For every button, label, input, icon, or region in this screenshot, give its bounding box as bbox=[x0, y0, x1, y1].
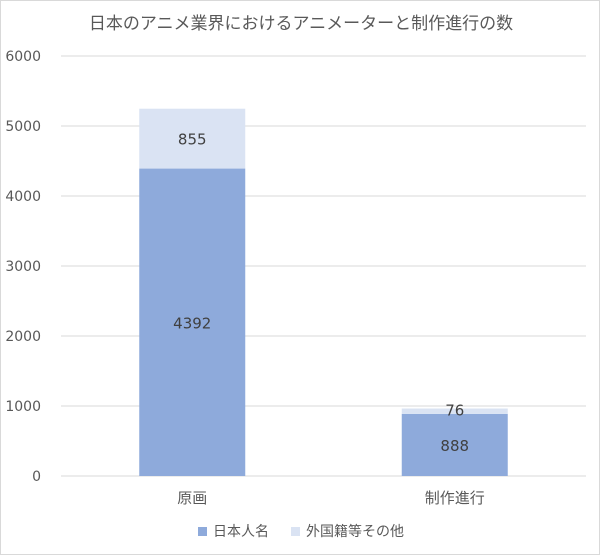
y-tick-label: 1000 bbox=[5, 399, 41, 415]
legend-label: 外国籍等その他 bbox=[306, 524, 404, 540]
data-label: 76 bbox=[445, 402, 464, 420]
data-label: 888 bbox=[440, 437, 469, 455]
y-tick-label: 0 bbox=[32, 469, 41, 485]
plot-area: 0 1000 2000 3000 4000 5000 6000 4392 855 888 76 原… bbox=[5, 49, 586, 507]
y-tick-label: 3000 bbox=[5, 259, 41, 275]
bar-segment bbox=[139, 108, 246, 169]
chart-title: 日本のアニメ業界におけるアニメーターと制作進行の数 bbox=[88, 14, 514, 34]
bar-segment bbox=[401, 413, 508, 476]
legend-label: 日本人名 bbox=[213, 524, 269, 540]
y-tick-label: 6000 bbox=[5, 49, 41, 65]
data-label: 855 bbox=[178, 131, 207, 149]
legend-item: 日本人名 bbox=[198, 521, 269, 541]
y-tick-label: 5000 bbox=[5, 119, 41, 135]
x-tick-label: 原画 bbox=[177, 489, 207, 507]
legend-item: 外国籍等その他 bbox=[291, 521, 404, 541]
bar-segment bbox=[139, 168, 246, 476]
bar-segment bbox=[401, 408, 508, 414]
x-tick-label: 制作進行 bbox=[425, 489, 485, 507]
y-tick-label: 4000 bbox=[5, 189, 41, 205]
legend-swatch bbox=[291, 526, 300, 536]
legend: 日本人名 外国籍等その他 bbox=[1, 521, 600, 541]
y-tick-label: 2000 bbox=[5, 329, 41, 345]
data-label: 4392 bbox=[173, 314, 211, 332]
legend-swatch bbox=[198, 526, 207, 536]
